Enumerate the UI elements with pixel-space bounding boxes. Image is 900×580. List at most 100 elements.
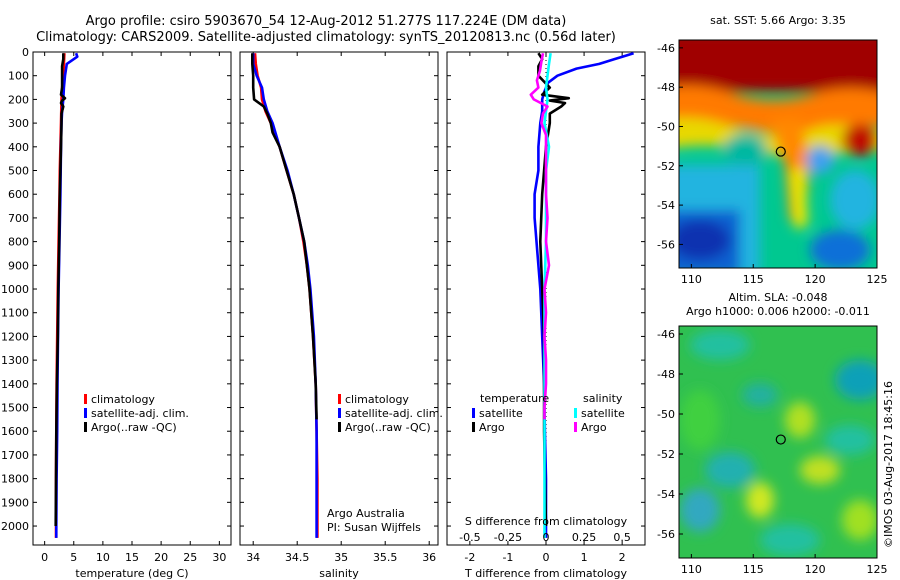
legend-swatch [338, 408, 341, 418]
temperature-panel: 0 100 200 300 400 500 600 700 800 900 1000 1100 1200… [1, 46, 232, 580]
legend-swatch [574, 422, 577, 432]
map-x-tick-label: 120 [805, 273, 826, 286]
legend-label: Argo [479, 421, 505, 434]
watermark: ©IMOS 03-Aug-2017 18:45:16 [882, 381, 895, 548]
series-line-argo-raw-qc- [54, 53, 67, 527]
title-line-1: Argo profile: csiro 5903670_54 12-Aug-20… [86, 14, 567, 29]
legend-title-temperature: temperature [480, 392, 549, 405]
legend-swatch [574, 408, 577, 418]
y-tick-label: 2000 [1, 520, 29, 533]
map-y-tick-label: -48 [657, 81, 675, 94]
top-x-tick-label: -0.5 [459, 531, 480, 544]
x-tick-label: 20 [154, 551, 168, 564]
sla-map-axes: 110 115 120 125 -46 -48 -50 -52 -54 -56 [657, 328, 887, 576]
y-tick-label: 100 [8, 70, 29, 83]
legend-label: satellite [581, 407, 625, 420]
sla-map-title-1: Altim. SLA: -0.048 [728, 291, 827, 304]
y-tick-label: 200 [8, 93, 29, 106]
top-x-tick-label: 0.25 [572, 531, 597, 544]
map-y-tick-label: -54 [657, 488, 675, 501]
argo-position-marker [775, 434, 786, 445]
legend-title-salinity: salinity [583, 392, 623, 405]
y-tick-label: 900 [8, 259, 29, 272]
map-y-tick-label: -46 [657, 328, 675, 341]
map-y-tick-label: -48 [657, 368, 675, 381]
map-x-tick-label: 110 [681, 273, 702, 286]
x-tick-label: 34 [246, 551, 260, 564]
argo-position-marker [775, 146, 786, 157]
y-tick-label: 1400 [1, 378, 29, 391]
legend-label: Argo(..raw -QC) [91, 421, 177, 434]
sla-map-image [679, 326, 877, 558]
credit-line-2: PI: Susan Wijffels [327, 521, 421, 534]
series-line-salinity-argo [529, 52, 551, 420]
map-y-tick-label: -56 [657, 528, 675, 541]
legend-swatch [338, 394, 341, 404]
y-tick-label: 1200 [1, 330, 29, 343]
y-tick-label: 1000 [1, 283, 29, 296]
y-tick-label: 600 [8, 188, 29, 201]
legend-swatch [84, 394, 87, 404]
y-tick-label: 1900 [1, 496, 29, 509]
legend-label: climatology [345, 393, 409, 406]
legend-swatch [84, 408, 87, 418]
map-y-tick-label: -50 [657, 120, 675, 133]
x-axis-label: temperature (deg C) [75, 567, 188, 580]
x-tick-label: 1 [581, 551, 588, 564]
sst-map-title: sat. SST: 5.66 Argo: 3.35 [710, 14, 846, 27]
y-tick-label: 500 [8, 165, 29, 178]
title-line-2: Climatology: CARS2009. Satellite-adjuste… [36, 30, 616, 45]
salinity-panel: 34 34.5 35 35.5 36 salinity climatologysatelli… [239, 51, 443, 580]
map-y-tick-label: -54 [657, 199, 675, 212]
legend-label: Argo [581, 421, 607, 434]
legend-label: satellite-adj. clim. [91, 407, 189, 420]
y-tick-label: 300 [8, 117, 29, 130]
map-y-tick-label: -52 [657, 160, 675, 173]
map-x-tick-label: 115 [743, 273, 764, 286]
x-tick-label: -2 [464, 551, 475, 564]
x-tick-label: 0 [543, 551, 550, 564]
difference-panel: -2 -1 0 1 2 T difference from climatology -0.5… [446, 51, 646, 580]
x-tick-label: 30 [212, 551, 226, 564]
top-x-tick-label: -0.25 [494, 531, 522, 544]
x-tick-label: -1 [502, 551, 513, 564]
sst-map-axes: 110 115 120 125 -46 -48 -50 -52 -54 -56 [657, 42, 887, 286]
series-line-satellite-adj-clim- [251, 53, 318, 538]
sst-map: sat. SST: 5.66 Argo: 3.35 110 115 120 125 -4… [657, 14, 887, 286]
x-tick-label: 34.5 [285, 551, 310, 564]
map-y-tick-label: -46 [657, 42, 675, 55]
x-axis-label: salinity [319, 567, 359, 580]
sla-map: Altim. SLA: -0.048 Argo h1000: 0.006 h20… [657, 291, 887, 576]
x-tick-label: 35.5 [373, 551, 398, 564]
x-tick-label: 2 [619, 551, 626, 564]
x-tick-label: 10 [96, 551, 110, 564]
map-y-tick-label: -56 [657, 238, 675, 251]
series-line-argo-raw-qc- [251, 53, 318, 420]
x-tick-label: 36 [422, 551, 436, 564]
sla-map-title-2: Argo h1000: 0.006 h2000: -0.011 [686, 305, 870, 318]
map-y-tick-label: -50 [657, 408, 675, 421]
plot-frame [239, 51, 439, 546]
y-tick-label: 400 [8, 141, 29, 154]
y-tick-label: 1700 [1, 449, 29, 462]
y-tick-label: 1300 [1, 354, 29, 367]
y-tick-label: 800 [8, 236, 29, 249]
y-tick-label: 1600 [1, 425, 29, 438]
map-y-tick-label: -52 [657, 448, 675, 461]
top-axis-label: S difference from climatology [465, 515, 628, 528]
legend-label: climatology [91, 393, 155, 406]
map-x-tick-label: 110 [681, 563, 702, 576]
top-x-tick-label: 0 [543, 531, 550, 544]
y-tick-label: 1100 [1, 307, 29, 320]
credit-line-1: Argo Australia [327, 507, 405, 520]
x-tick-label: 25 [183, 551, 197, 564]
series-line-climatology [253, 53, 319, 538]
top-x-tick-label: 0.5 [613, 531, 631, 544]
map-x-tick-label: 115 [743, 563, 764, 576]
x-tick-label: 35 [334, 551, 348, 564]
legend-swatch [472, 422, 475, 432]
y-tick-label: 0 [22, 46, 29, 59]
y-tick-label: 700 [8, 212, 29, 225]
map-x-tick-label: 125 [867, 273, 888, 286]
